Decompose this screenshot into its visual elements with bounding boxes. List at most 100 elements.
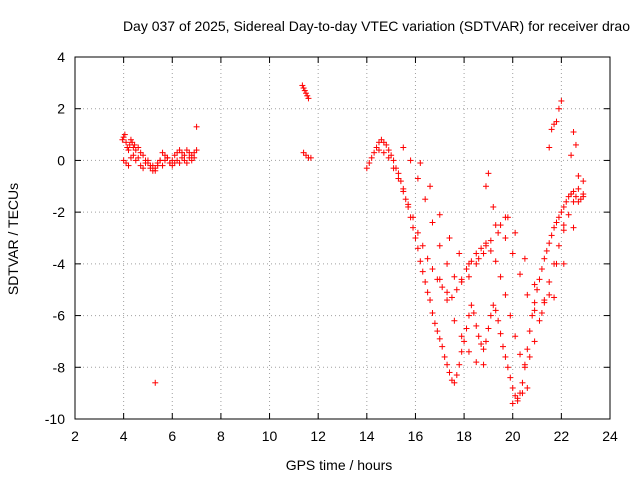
- data-point: [436, 242, 443, 249]
- grid: [75, 57, 610, 419]
- data-point: [407, 157, 414, 164]
- data-point: [463, 325, 470, 332]
- data-point: [429, 219, 436, 226]
- data-point: [465, 312, 472, 319]
- data-point: [502, 353, 509, 360]
- data-point: [147, 162, 154, 169]
- data-point: [130, 152, 137, 159]
- data-point: [456, 250, 463, 257]
- data-point: [439, 284, 446, 291]
- data-point: [531, 338, 538, 345]
- data-point: [390, 165, 397, 172]
- data-point: [419, 268, 426, 275]
- data-point: [551, 224, 558, 231]
- data-point: [304, 92, 311, 99]
- x-tick-labels: 2 4 6 8 10 12 14 16 18 20 22 24: [71, 428, 618, 444]
- data-point: [478, 245, 485, 252]
- data-point: [570, 128, 577, 135]
- data-point: [580, 178, 587, 185]
- data-point: [429, 309, 436, 316]
- data-point: [424, 255, 431, 262]
- data-point: [422, 278, 429, 285]
- data-point: [152, 165, 159, 172]
- x-tick-label: 20: [505, 428, 521, 444]
- data-point: [402, 196, 409, 203]
- data-point: [546, 144, 553, 151]
- data-point: [441, 353, 448, 360]
- x-tick-label: 6: [168, 428, 176, 444]
- data-point: [502, 235, 509, 241]
- y-tick-label: -4: [53, 256, 66, 272]
- data-point: [509, 250, 516, 257]
- data-point: [575, 185, 582, 192]
- data-point: [400, 188, 407, 195]
- data-point: [531, 281, 538, 288]
- plot-frame: [74, 56, 611, 420]
- data-point: [410, 214, 417, 221]
- data-point: [453, 372, 460, 379]
- data-point: [482, 338, 489, 345]
- data-point: [451, 317, 458, 324]
- y-tick-label: 4: [57, 49, 65, 65]
- data-point: [191, 154, 198, 161]
- data-point: [385, 147, 392, 154]
- data-point: [500, 343, 506, 350]
- data-point: [448, 294, 455, 301]
- y-tick-label: -8: [53, 359, 66, 375]
- data-point: [465, 273, 472, 280]
- x-axis-title: GPS time / hours: [286, 457, 393, 473]
- data-point: [492, 258, 499, 265]
- data-point: [538, 309, 545, 316]
- data-point: [487, 247, 494, 254]
- data-point: [446, 369, 453, 376]
- data-point: [164, 154, 171, 161]
- data-point: [390, 157, 397, 164]
- data-point: [490, 302, 497, 309]
- data-point: [560, 260, 567, 267]
- data-point: [509, 384, 516, 391]
- data-point: [531, 307, 538, 314]
- data-point: [541, 255, 548, 262]
- data-point: [135, 144, 142, 151]
- data-point: [444, 297, 451, 304]
- data-point: [531, 299, 538, 306]
- data-point: [395, 170, 402, 177]
- data-point: [565, 211, 572, 218]
- data-point: [424, 289, 431, 296]
- data-point: [439, 343, 446, 350]
- data-point: [458, 278, 465, 285]
- data-point: [538, 266, 545, 273]
- data-point: [463, 266, 470, 273]
- data-point: [526, 353, 533, 360]
- data-point: [495, 317, 502, 324]
- data-point: [125, 162, 132, 169]
- data-point: [480, 361, 487, 368]
- data-point: [417, 160, 424, 167]
- data-point: [504, 364, 511, 371]
- y-tick-label: -2: [53, 204, 66, 220]
- data-point: [436, 276, 443, 283]
- data-point: [546, 291, 553, 298]
- data-point: [482, 183, 489, 190]
- data-point: [497, 330, 504, 337]
- chart-title: Day 037 of 2025, Sidereal Day-to-day VTE…: [123, 18, 630, 34]
- data-point: [300, 85, 307, 92]
- data-point: [301, 87, 308, 94]
- data-point: [497, 273, 504, 280]
- data-point: [507, 312, 514, 319]
- data-point: [519, 379, 526, 386]
- data-point: [497, 222, 504, 229]
- data-point: [580, 193, 587, 200]
- y-tick-labels: -10 -8 -6 -4 -2 0 2 4: [45, 49, 65, 427]
- data-point: [159, 162, 166, 169]
- data-point: [548, 126, 555, 133]
- y-tick-label: -6: [53, 308, 66, 324]
- data-point: [427, 183, 434, 190]
- data-point: [422, 196, 429, 203]
- data-point: [446, 235, 453, 241]
- data-point: [431, 320, 438, 327]
- y-axis-title: SDTVAR / TECUs: [5, 183, 21, 295]
- data-point: [512, 333, 519, 340]
- data-point: [568, 191, 575, 198]
- data-point: [305, 95, 312, 102]
